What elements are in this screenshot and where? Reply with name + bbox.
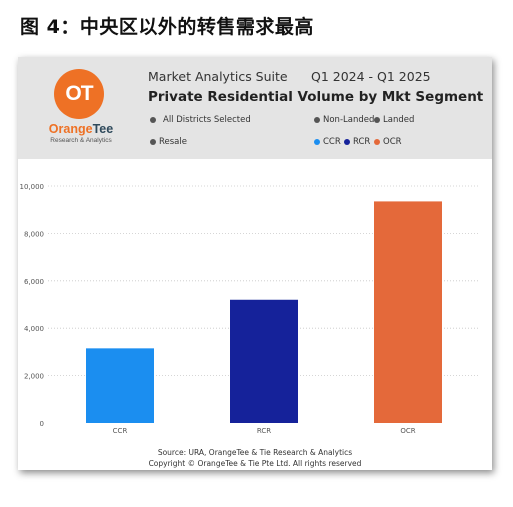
chart-panel: OT OrangeTee Research & Analytics Market… bbox=[18, 57, 492, 470]
filter-dot-icon bbox=[150, 139, 156, 145]
filter-dot-icon bbox=[374, 117, 380, 123]
bar-ccr bbox=[86, 348, 154, 423]
filter-non-landed[interactable]: Non-Landed bbox=[314, 115, 374, 125]
filter-resale-label: Resale bbox=[159, 137, 187, 147]
legend-ocr-swatch bbox=[374, 139, 380, 145]
brand-subtitle: Research & Analytics bbox=[50, 137, 112, 144]
y-tick-label: 8,000 bbox=[24, 230, 44, 238]
legend-ccr-swatch bbox=[314, 139, 320, 145]
copyright-note: Copyright © OrangeTee & Tie Pte Ltd. All… bbox=[148, 459, 362, 468]
bar-ocr bbox=[374, 201, 442, 423]
brand-name-tee: Tee bbox=[92, 122, 114, 136]
x-tick-label: CCR bbox=[113, 427, 128, 435]
chart-header: OT OrangeTee Research & Analytics Market… bbox=[18, 57, 492, 159]
figure-title: 图 4：中央区以外的转售需求最高 bbox=[20, 16, 314, 38]
legend-ocr-label: OCR bbox=[383, 137, 402, 147]
bar-chart: 0 2,000 4,000 6,000 8,000 10,000 CCR RCR OCR bbox=[20, 183, 480, 435]
x-tick-label: OCR bbox=[400, 427, 415, 435]
filter-districts-label: All Districts Selected bbox=[163, 115, 251, 125]
filter-landed-label: Landed bbox=[383, 115, 415, 125]
legend-item-ccr[interactable]: CCR bbox=[314, 137, 341, 147]
filter-districts[interactable]: All Districts Selected bbox=[150, 115, 251, 125]
y-tick-label: 2,000 bbox=[24, 373, 44, 381]
legend-ccr-label: CCR bbox=[323, 137, 341, 147]
brand-name: OrangeTee bbox=[46, 122, 116, 136]
filter-landed[interactable]: Landed bbox=[374, 115, 414, 125]
y-tick-label: 0 bbox=[40, 420, 44, 428]
period-label: Q1 2024 - Q1 2025 bbox=[311, 69, 431, 84]
y-tick-label: 6,000 bbox=[24, 278, 44, 286]
brand-name-orange: Orange bbox=[48, 122, 93, 136]
chart-footer: Source: URA, OrangeTee & Tie Research & … bbox=[18, 447, 492, 469]
filter-non-landed-label: Non-Landed bbox=[323, 115, 375, 125]
logo-text: OT bbox=[65, 82, 93, 105]
filter-dot-icon bbox=[150, 117, 156, 123]
y-tick-label: 4,000 bbox=[24, 325, 44, 333]
bar-rcr bbox=[230, 299, 298, 423]
orangetee-logo-icon: OT bbox=[54, 69, 104, 119]
source-note: Source: URA, OrangeTee & Tie Research & … bbox=[157, 448, 353, 457]
legend-rcr-label: RCR bbox=[353, 137, 371, 147]
y-tick-label: 10,000 bbox=[20, 183, 45, 191]
filter-resale[interactable]: Resale bbox=[150, 137, 187, 147]
x-tick-label: RCR bbox=[257, 427, 271, 435]
suite-name: Market Analytics Suite bbox=[148, 69, 288, 84]
chart-title: Private Residential Volume by Mkt Segmen… bbox=[148, 89, 484, 105]
legend-item-rcr[interactable]: RCR bbox=[344, 137, 370, 147]
legend-item-ocr[interactable]: OCR bbox=[374, 137, 402, 147]
filter-dot-icon bbox=[314, 117, 320, 123]
legend-rcr-swatch bbox=[344, 139, 350, 145]
